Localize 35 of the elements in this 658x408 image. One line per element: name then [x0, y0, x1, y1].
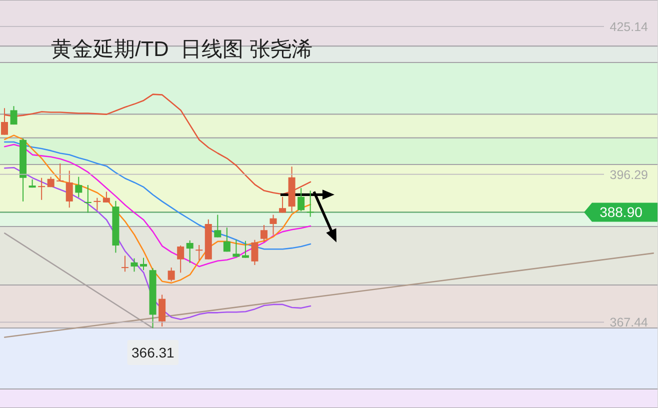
candlestick	[140, 257, 148, 271]
candlestick	[56, 163, 64, 182]
candlestick	[232, 239, 240, 258]
candlestick	[298, 188, 305, 212]
line-series	[4, 144, 312, 268]
candlestick	[10, 106, 18, 126]
candlestick	[196, 244, 203, 261]
candlestick	[223, 227, 230, 252]
text: 黄金延期/TD 日线图 张尧浠	[51, 38, 312, 62]
candlestick	[251, 239, 258, 266]
candlestick	[75, 176, 82, 198]
annotation: 366.31	[132, 344, 175, 360]
candlestick	[38, 177, 46, 200]
candlestick	[84, 184, 92, 214]
candlestick	[158, 294, 166, 328]
y-tick-label: 425.14	[610, 20, 648, 34]
candlestick	[279, 196, 286, 214]
ref-line-label: 388.90	[600, 204, 643, 220]
candlestick	[130, 258, 138, 272]
candlestick	[102, 191, 110, 203]
candlestick	[242, 240, 249, 258]
candlestick	[168, 267, 175, 282]
y-tick-label: 396.29	[610, 168, 648, 182]
candlestick	[270, 214, 277, 236]
candlestick	[306, 190, 314, 218]
candlestick	[186, 240, 194, 264]
y-tick-label: 367.44	[610, 316, 648, 330]
line-series	[4, 134, 312, 284]
candlestick	[66, 170, 73, 208]
candlestick	[260, 224, 268, 242]
candlestick	[177, 245, 184, 274]
line-series	[4, 166, 312, 320]
candlestick	[94, 197, 101, 211]
candlestick	[214, 214, 222, 238]
candlestick	[121, 255, 128, 272]
